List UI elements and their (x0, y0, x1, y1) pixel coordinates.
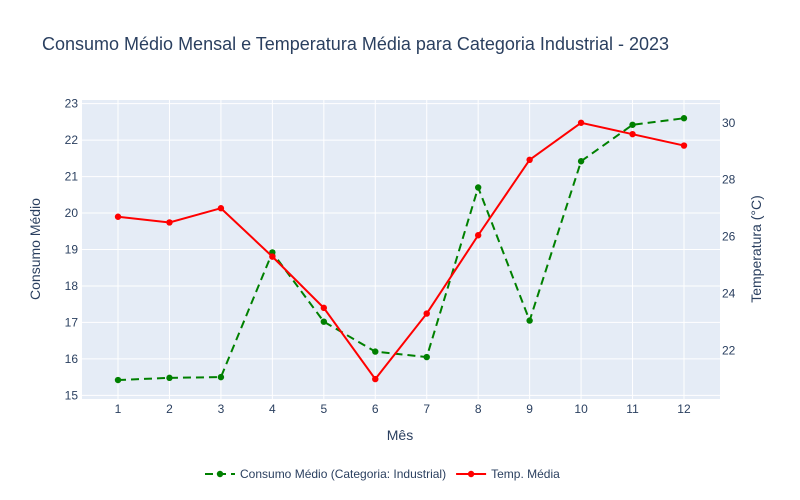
x-tick-label: 1 (115, 402, 122, 416)
series-1-point[interactable] (217, 373, 225, 381)
x-tick-label: 10 (574, 402, 588, 416)
series-1-point[interactable] (372, 348, 379, 355)
series-2-line (117, 121, 685, 381)
right-y-tick-label: 26 (722, 230, 736, 244)
left-y-tick-label: 20 (65, 206, 79, 220)
series-2-point[interactable] (577, 119, 585, 126)
left-y-axis-ticks: 15 16 17 18 19 20 21 22 23 (65, 97, 79, 403)
legend-label: Temp. Média (491, 467, 560, 481)
series-1 (114, 115, 688, 384)
right-y-axis-ticks: 22 24 26 28 30 (722, 116, 736, 358)
chart-title: Consumo Médio Mensal e Temperatura Média… (42, 34, 669, 54)
series-2-point[interactable] (372, 375, 379, 383)
series-1-point[interactable] (474, 184, 482, 191)
x-tick-label: 12 (677, 402, 691, 416)
legend-marker (467, 470, 475, 478)
right-y-axis-label: Temperatura (°C) (748, 195, 764, 303)
series-1-point[interactable] (680, 115, 688, 122)
series-1-point[interactable] (114, 376, 122, 384)
right-y-tick-label: 30 (722, 116, 736, 130)
series-1-point[interactable] (320, 318, 328, 325)
series-1-point[interactable] (526, 317, 533, 324)
x-tick-label: 3 (218, 402, 225, 416)
series-2-point[interactable] (680, 142, 688, 149)
series-2-point[interactable] (114, 213, 122, 220)
legend-marker (216, 470, 224, 478)
x-axis-ticks: 1 2 3 4 5 6 7 8 9 10 11 12 (115, 402, 691, 416)
series-2-point[interactable] (269, 253, 276, 260)
series-1-point[interactable] (166, 374, 173, 382)
x-tick-label: 9 (526, 402, 533, 416)
x-tick-label: 8 (475, 402, 482, 416)
series-1-point[interactable] (629, 121, 636, 128)
grid (82, 100, 720, 399)
legend-item-2[interactable]: Temp. Média (456, 467, 560, 481)
x-tick-label: 5 (320, 402, 327, 416)
x-tick-label: 4 (269, 402, 276, 416)
left-y-tick-label: 15 (65, 388, 79, 402)
series-1-point[interactable] (577, 158, 585, 165)
series-1-line (117, 117, 685, 382)
legend-item-1[interactable]: Consumo Médio (Categoria: Industrial) (205, 467, 446, 481)
x-tick-label: 7 (423, 402, 430, 416)
x-tick-label: 6 (372, 402, 379, 416)
series-2-point[interactable] (217, 205, 225, 212)
series-2 (114, 119, 688, 383)
series-2-point[interactable] (423, 310, 430, 317)
left-y-axis-label: Consumo Médio (27, 198, 43, 300)
left-y-tick-label: 17 (65, 315, 79, 329)
x-tick-label: 11 (626, 402, 639, 416)
right-y-tick-label: 28 (722, 173, 736, 187)
legend-label: Consumo Médio (Categoria: Industrial) (240, 467, 446, 481)
x-tick-label: 2 (166, 402, 173, 416)
series-2-point[interactable] (474, 232, 482, 239)
right-y-tick-label: 22 (722, 344, 736, 358)
series-2-point[interactable] (526, 156, 533, 163)
series-1-point[interactable] (423, 353, 430, 361)
legend[interactable]: Consumo Médio (Categoria: Industrial) Tem… (205, 467, 560, 481)
left-y-tick-label: 16 (65, 352, 79, 366)
series (114, 115, 688, 384)
left-y-tick-label: 21 (65, 170, 79, 184)
series-2-point[interactable] (166, 219, 173, 226)
series-2-point[interactable] (320, 304, 328, 312)
x-axis-label: Mês (387, 427, 413, 443)
left-y-tick-label: 23 (65, 97, 79, 111)
left-y-tick-label: 19 (65, 243, 79, 257)
left-y-tick-label: 22 (65, 133, 79, 147)
right-y-tick-label: 24 (722, 287, 736, 301)
left-y-tick-label: 18 (65, 279, 79, 293)
series-2-point[interactable] (629, 130, 636, 138)
